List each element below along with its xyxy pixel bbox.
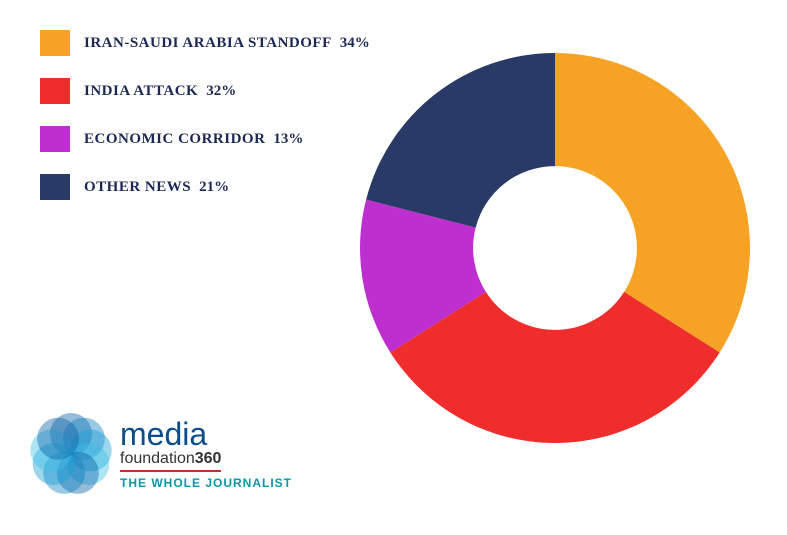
logo-subbrand-plain: foundation	[120, 450, 195, 467]
logo-text: media foundation360 THE WHOLE JOURNALIST	[120, 418, 292, 490]
donut-slice-iran	[555, 53, 750, 352]
legend-item: OTHER NEWS 21%	[40, 174, 370, 200]
brand-logo: media foundation360 THE WHOLE JOURNALIST	[28, 411, 292, 497]
legend-swatch	[40, 30, 70, 56]
legend-label: ECONOMIC CORRIDOR	[84, 131, 265, 148]
legend-label: IRAN-SAUDI ARABIA STANDOFF	[84, 35, 332, 52]
legend-percent: 21%	[199, 179, 229, 196]
logo-subbrand: foundation360	[120, 451, 221, 472]
donut-slice-other	[366, 53, 555, 228]
legend-item: IRAN-SAUDI ARABIA STANDOFF 34%	[40, 30, 370, 56]
legend-item: INDIA ATTACK 32%	[40, 78, 370, 104]
donut-chart	[355, 48, 755, 448]
legend-label: INDIA ATTACK	[84, 83, 198, 100]
legend-swatch	[40, 126, 70, 152]
logo-subbrand-bold: 360	[195, 450, 222, 467]
legend-swatch	[40, 78, 70, 104]
legend: IRAN-SAUDI ARABIA STANDOFF 34% INDIA ATT…	[40, 30, 370, 222]
legend-item: ECONOMIC CORRIDOR 13%	[40, 126, 370, 152]
logo-brand-word: media	[120, 418, 292, 450]
legend-label: OTHER NEWS	[84, 179, 191, 196]
legend-percent: 32%	[206, 83, 236, 100]
legend-percent: 13%	[273, 131, 303, 148]
logo-mark-icon	[28, 411, 114, 497]
donut-svg	[355, 48, 755, 448]
logo-tagline: THE WHOLE JOURNALIST	[120, 476, 292, 490]
legend-swatch	[40, 174, 70, 200]
